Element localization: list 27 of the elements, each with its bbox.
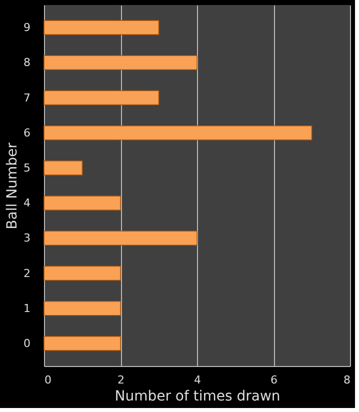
- x-tick-label: 0: [44, 374, 52, 386]
- x-axis-title: Number of times drawn: [114, 388, 280, 404]
- y-tick-label: 0: [24, 336, 30, 350]
- bar: [44, 230, 198, 246]
- y-axis-title: Ball Number: [4, 142, 20, 230]
- x-tick-label: 2: [118, 374, 124, 386]
- y-tick-label: 5: [24, 161, 30, 174]
- bar: [44, 300, 121, 316]
- y-tick-label: 8: [24, 56, 30, 70]
- x-tick-label: 6: [270, 374, 278, 386]
- y-tick-label: 4: [24, 196, 30, 210]
- y-tick-label: 1: [24, 302, 30, 315]
- bar: [44, 90, 160, 106]
- y-tick-label: 2: [24, 266, 30, 280]
- y-tick-label: 7: [24, 91, 30, 104]
- bar: [44, 196, 121, 210]
- bar: [44, 336, 121, 351]
- y-tick-label: 9: [24, 21, 30, 34]
- y-tick-label: 6: [24, 126, 30, 140]
- bar: [44, 125, 312, 140]
- bar: [44, 160, 83, 176]
- bar: [44, 55, 198, 70]
- x-tick-label: 8: [344, 374, 350, 386]
- y-tick-label: 3: [24, 232, 30, 245]
- x-tick-label: 4: [194, 374, 201, 386]
- bar: [44, 20, 160, 35]
- bar: [44, 266, 121, 281]
